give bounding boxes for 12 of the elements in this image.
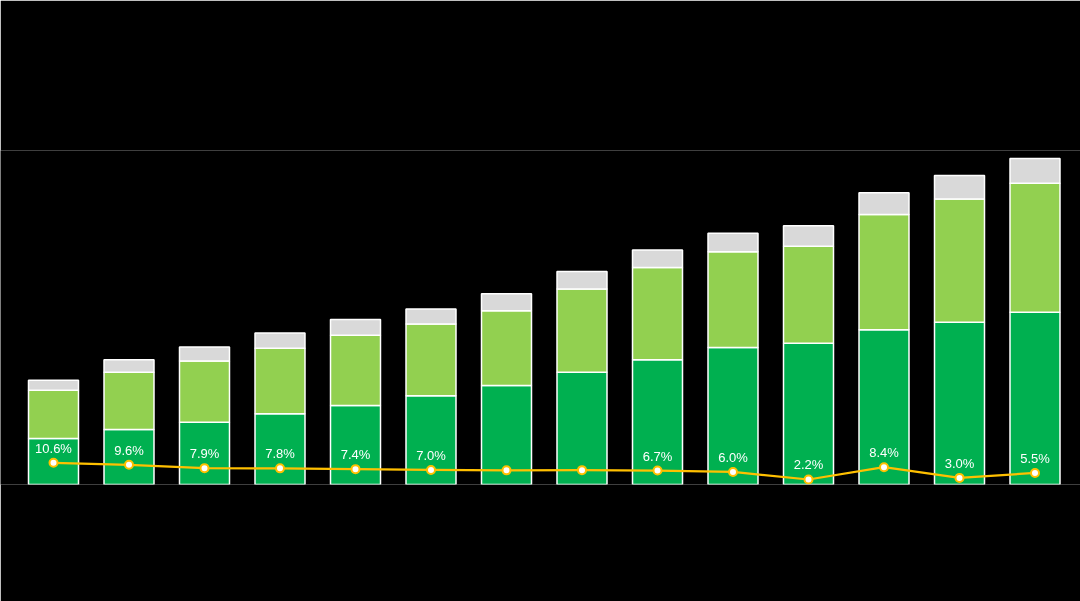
data-label: 7.4% (340, 447, 371, 463)
data-label: 6.0% (718, 449, 749, 465)
data-label: 10.6% (35, 440, 73, 456)
data-label: 6.7% (642, 448, 673, 464)
data-label: 7.9% (189, 446, 220, 462)
data-label: 9.6% (114, 442, 145, 458)
data-label: 7.8% (265, 446, 296, 462)
data-label: 7.0% (416, 447, 447, 463)
data-label: 8.4% (869, 445, 900, 461)
data-label: 2.2% (793, 457, 824, 473)
data-label: 5.5% (1020, 450, 1051, 466)
data-label: 3.0% (944, 455, 975, 471)
